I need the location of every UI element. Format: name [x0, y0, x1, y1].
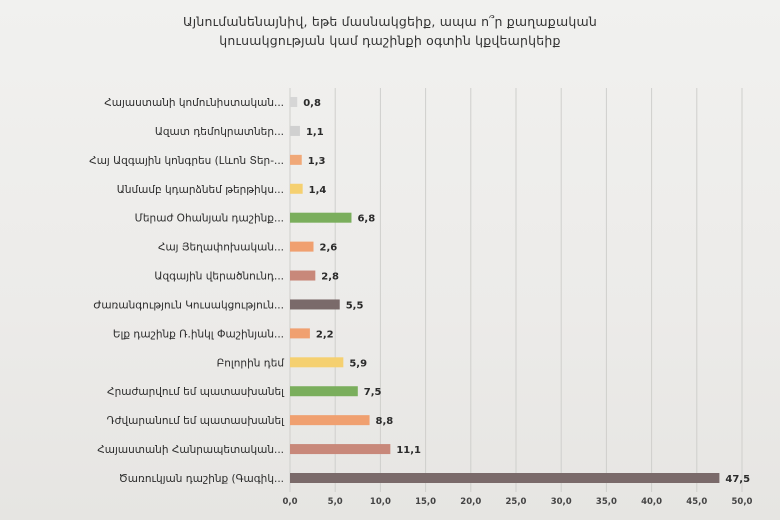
- x-tick-label: 20,0: [460, 497, 481, 507]
- x-tick-label: 50,0: [732, 497, 753, 507]
- value-label: 1,4: [309, 185, 327, 196]
- value-label: 5,9: [349, 358, 367, 369]
- bar: [290, 154, 302, 165]
- x-tick-label: 40,0: [641, 497, 662, 507]
- category-label: Ազգային վերածնունդ...: [154, 271, 284, 283]
- category-label: Բոլորին դեմ: [217, 357, 285, 369]
- x-tick-label: 25,0: [506, 497, 527, 507]
- category-label: Հրաժարվում եմ պատասխանել: [107, 386, 285, 398]
- value-label: 6,8: [357, 214, 375, 225]
- category-label: Հայաստանի Հանրապետական...: [97, 444, 284, 456]
- value-label: 1,3: [308, 156, 326, 167]
- bar: [290, 386, 358, 397]
- value-label: 2,2: [316, 329, 334, 340]
- bar: [290, 270, 316, 281]
- value-label: 2,8: [321, 272, 339, 283]
- category-label: Հայաստանի կոմունիստական...: [104, 97, 284, 109]
- bar: [290, 183, 303, 194]
- bar: [290, 97, 298, 107]
- x-tick-label: 30,0: [551, 497, 572, 507]
- bar: [290, 415, 370, 426]
- category-label: Անմամբ կդարձնեմ թերթիկս...: [117, 184, 284, 196]
- value-label: 2,6: [320, 243, 338, 254]
- category-label: Ժառանգություն Կուսակցություն...: [93, 299, 284, 311]
- value-label: 11,1: [396, 445, 421, 456]
- bar: [290, 299, 340, 310]
- category-label: Հայ Յեղափոխական...: [158, 242, 284, 254]
- bar: [290, 125, 300, 136]
- value-label: 7,5: [364, 387, 382, 398]
- chart-title-line-1: Այնումանենայնիվ, եթե մասնակցեիք, ապա ո՞ր…: [183, 14, 597, 29]
- value-label: 0,8: [303, 98, 321, 109]
- x-tick-label: 15,0: [415, 497, 436, 507]
- category-label: Ելք դաշինք Ռ.ինկլ Փաշինյան...: [113, 328, 284, 340]
- value-label: 47,5: [725, 474, 750, 485]
- category-label: Ազատ դեմոկրատներ...: [155, 126, 284, 138]
- bar: [290, 241, 314, 252]
- bar: [290, 328, 310, 339]
- x-tick-label: 5,0: [328, 497, 343, 507]
- category-label: Դժվարանում եմ պատասխանել: [107, 415, 285, 427]
- value-label: 5,5: [346, 300, 364, 311]
- bar: [290, 357, 344, 368]
- x-tick-label: 35,0: [596, 497, 617, 507]
- bar: [290, 212, 352, 223]
- chart-title-line-2: կուսակցության կամ դաշինքի օգտին կքվեարկե…: [219, 33, 561, 48]
- x-tick-label: 0,0: [282, 497, 297, 507]
- x-tick-label: 10,0: [370, 497, 391, 507]
- value-label: 8,8: [376, 416, 394, 427]
- bar: [290, 444, 391, 455]
- category-label: Հայ Ազգային կոնգրես (Լևոն Տեր-...: [89, 155, 284, 167]
- chart-title: Այնումանենայնիվ, եթե մասնակցեիք, ապա ո՞ր…: [0, 12, 780, 50]
- value-label: 1,1: [306, 127, 324, 138]
- bar: [290, 473, 720, 483]
- x-tick-label: 45,0: [686, 497, 707, 507]
- category-label: Մերաժ Օհանյան դաշինք...: [135, 213, 284, 225]
- category-label: Ծառուկյան դաշինք (Գագիկ...: [119, 473, 284, 485]
